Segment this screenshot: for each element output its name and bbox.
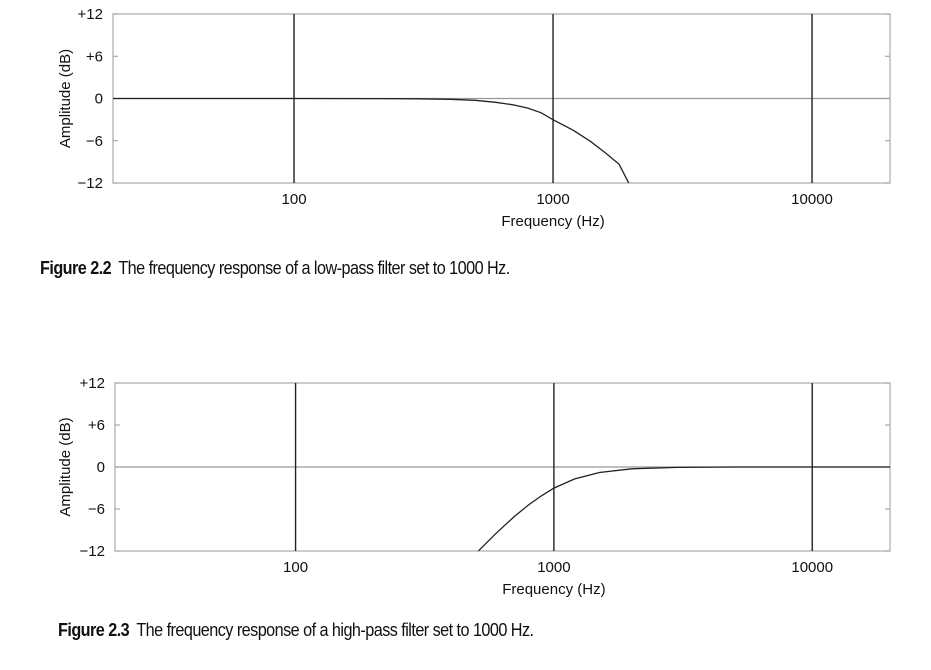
chart-1: +12 +6 0 −6 −12 100 1000 10000 Frequency (Hz) Amp… bbox=[57, 6, 891, 230]
x-tick-label: 1000 bbox=[536, 191, 569, 208]
x-axis-label: Frequency (Hz) bbox=[502, 581, 605, 598]
caption-label: Figure 2.3 bbox=[58, 620, 130, 640]
figure-caption-2-2: Figure 2.2 The frequency response of a lo… bbox=[40, 258, 510, 279]
caption-text: The frequency response of a low-pass fil… bbox=[118, 258, 510, 278]
y-tick-label: 0 bbox=[95, 91, 103, 108]
y-tick-label: −12 bbox=[78, 175, 103, 192]
response-curve bbox=[477, 466, 890, 552]
response-curve bbox=[113, 97, 630, 184]
x-tick-label: 100 bbox=[282, 191, 307, 208]
y-axis-label: Amplitude (dB) bbox=[57, 417, 74, 516]
x-axis-label: Frequency (Hz) bbox=[501, 213, 604, 230]
y-tick-label: −6 bbox=[86, 133, 103, 150]
y-axis-label: Amplitude (dB) bbox=[57, 49, 74, 148]
caption-text: The frequency response of a high-pass fi… bbox=[136, 620, 534, 640]
figure-caption-2-3: Figure 2.3 The frequency response of a hi… bbox=[58, 620, 534, 641]
chart-2: +12 +6 0 −6 −12 100 1000 10000 Frequency (Hz) Amp… bbox=[57, 375, 891, 598]
y-tick-label: 0 bbox=[97, 459, 105, 476]
y-tick-label: −12 bbox=[80, 543, 105, 560]
x-tick-label: 10000 bbox=[791, 559, 833, 576]
x-tick-label: 100 bbox=[283, 559, 308, 576]
caption-label: Figure 2.2 bbox=[40, 258, 112, 278]
x-tick-label: 1000 bbox=[537, 559, 570, 576]
y-tick-label: +6 bbox=[86, 48, 103, 65]
x-tick-label: 10000 bbox=[791, 191, 833, 208]
y-tick-label: +12 bbox=[78, 6, 103, 23]
y-tick-label: −6 bbox=[88, 501, 105, 518]
y-tick-label: +6 bbox=[88, 417, 105, 434]
y-tick-label: +12 bbox=[80, 375, 105, 392]
